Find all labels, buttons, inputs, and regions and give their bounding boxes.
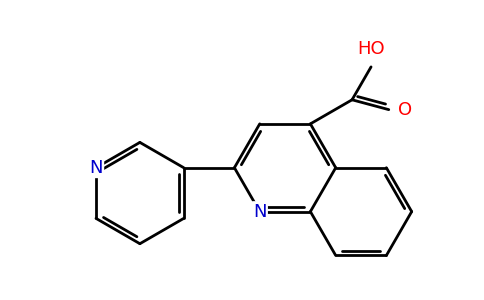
Text: HO: HO [357, 40, 385, 58]
Text: O: O [398, 100, 412, 118]
Text: N: N [253, 202, 267, 220]
Text: N: N [89, 159, 103, 177]
